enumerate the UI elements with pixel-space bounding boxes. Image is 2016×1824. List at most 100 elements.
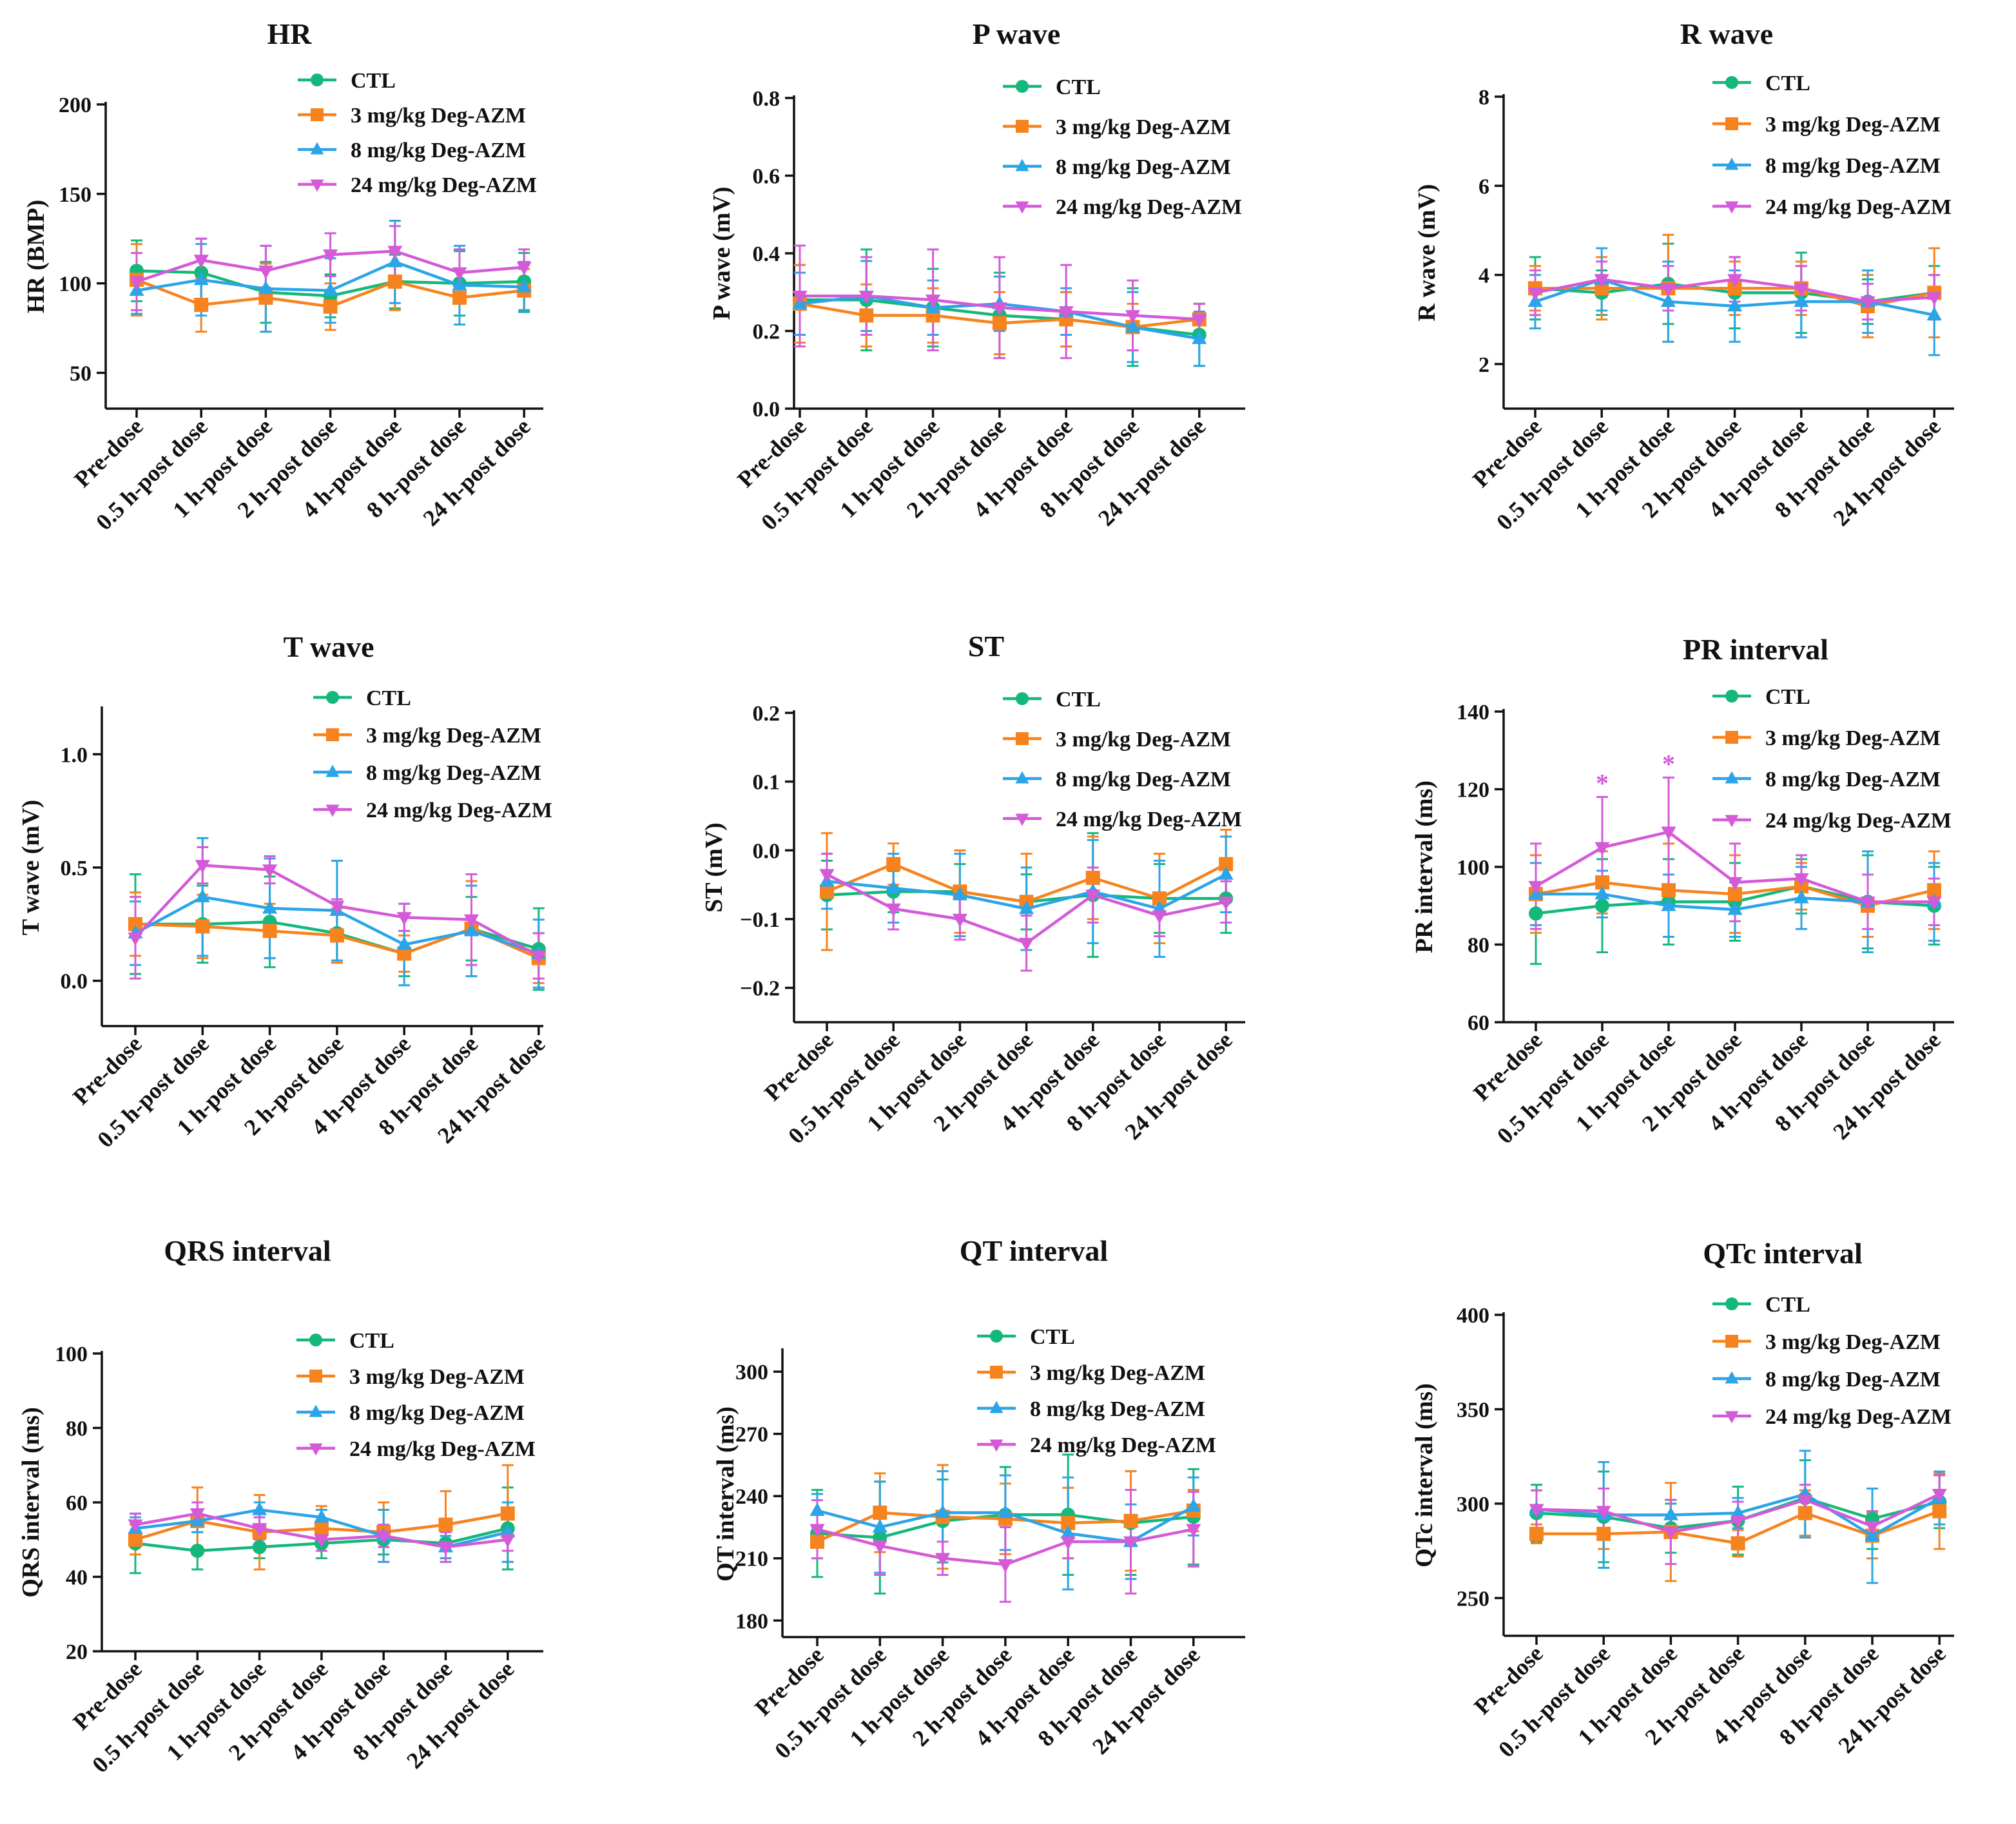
legend-marker — [989, 1401, 1003, 1413]
legend-label: 8 mg/kg Deg-AZM — [1765, 154, 1941, 178]
data-point — [195, 919, 210, 934]
data-point — [809, 1502, 825, 1516]
y-tick-label: 240 — [735, 1485, 768, 1509]
y-tick-label: 0.4 — [753, 242, 780, 266]
data-point — [376, 1530, 391, 1544]
legend-marker — [1725, 117, 1738, 130]
data-point — [397, 946, 412, 961]
data-point — [872, 1540, 887, 1555]
data-point — [1528, 880, 1544, 895]
data-point — [262, 924, 277, 938]
data-point — [1125, 310, 1141, 324]
y-axis-label: T wave (mV) — [17, 800, 44, 935]
legend-label: 3 mg/kg Deg-AZM — [1765, 113, 1941, 137]
legend-label: 8 mg/kg Deg-AZM — [366, 761, 541, 785]
y-tick-label: 8 — [1478, 86, 1489, 110]
legend-label: 24 mg/kg Deg-AZM — [1765, 1405, 1952, 1429]
y-tick-label: 60 — [1468, 1011, 1489, 1035]
legend-label: 8 mg/kg Deg-AZM — [1765, 1368, 1941, 1392]
legend-marker — [310, 142, 324, 155]
y-tick-label: 400 — [1457, 1304, 1489, 1328]
y-tick-label: 80 — [1468, 934, 1489, 958]
data-point — [258, 290, 273, 305]
data-point — [1926, 896, 1942, 910]
data-point — [252, 1501, 267, 1515]
chart-title: R wave — [1680, 17, 1773, 50]
data-point — [1798, 1506, 1812, 1520]
y-tick-label: 50 — [70, 362, 92, 385]
legend-label: 3 mg/kg Deg-AZM — [1765, 726, 1941, 750]
chart-title: HR — [267, 17, 313, 50]
legend-label: 3 mg/kg Deg-AZM — [366, 724, 541, 748]
data-point — [1594, 886, 1610, 900]
data-point — [128, 917, 142, 931]
x-tick-label: 24 h-post dose — [402, 1656, 519, 1773]
y-tick-label: 0.0 — [61, 970, 88, 994]
data-point — [396, 912, 412, 926]
data-point — [1663, 1506, 1678, 1520]
data-point — [516, 262, 532, 276]
data-point — [463, 914, 480, 928]
data-point — [1865, 1520, 1880, 1535]
legend-label: 24 mg/kg Deg-AZM — [351, 173, 537, 197]
data-point — [1661, 897, 1676, 911]
legend-label: CTL — [349, 1329, 394, 1353]
legend-label: 24 mg/kg Deg-AZM — [1056, 195, 1242, 219]
legend-label: 8 mg/kg Deg-AZM — [1030, 1397, 1205, 1421]
data-point — [1019, 938, 1034, 951]
legend-marker — [310, 179, 324, 192]
legend-label: 8 mg/kg Deg-AZM — [1056, 768, 1231, 791]
legend-label: 8 mg/kg Deg-AZM — [351, 139, 526, 162]
data-point — [926, 295, 941, 308]
y-tick-label: 120 — [1457, 779, 1489, 802]
legend-marker — [1016, 80, 1029, 93]
legend-label: 3 mg/kg Deg-AZM — [1056, 115, 1231, 139]
data-point — [952, 887, 967, 900]
y-tick-label: 300 — [735, 1361, 768, 1384]
y-axis-label: PR interval (ms) — [1411, 781, 1438, 953]
data-point — [314, 1534, 329, 1548]
data-point — [886, 903, 901, 917]
legend-marker — [990, 1330, 1003, 1343]
data-point — [1794, 889, 1809, 904]
data-point — [1594, 281, 1609, 296]
data-point — [1660, 283, 1676, 296]
y-tick-label: 180 — [735, 1609, 768, 1633]
legend-label: 3 mg/kg Deg-AZM — [1765, 1330, 1941, 1354]
legend-marker — [1015, 771, 1029, 784]
x-tick-label: 24 h-post dose — [1087, 1642, 1205, 1759]
data-point — [1596, 1506, 1611, 1520]
chart-panel-5: PR interval 60 80 100 120 140 PR interval (ms)… — [1411, 633, 1954, 1149]
data-point — [128, 1519, 143, 1533]
data-point — [819, 869, 835, 883]
data-point — [387, 246, 403, 260]
data-point — [1661, 826, 1676, 840]
legend-label: CTL — [351, 69, 396, 93]
y-axis-label: QT interval (ms) — [712, 1406, 739, 1582]
data-point — [998, 1504, 1013, 1518]
data-point — [1152, 910, 1167, 924]
legend-label: 3 mg/kg Deg-AZM — [1056, 728, 1231, 752]
data-point — [1595, 875, 1609, 890]
data-point — [1123, 1513, 1138, 1528]
data-point — [1926, 307, 1942, 321]
y-axis-label: P wave (mV) — [708, 187, 735, 320]
y-tick-label: 140 — [1457, 701, 1489, 724]
legend-label: 3 mg/kg Deg-AZM — [349, 1365, 525, 1389]
data-point — [886, 880, 901, 894]
y-tick-label: 40 — [66, 1566, 88, 1590]
data-point — [1798, 1494, 1813, 1508]
y-tick-label: 300 — [1457, 1493, 1489, 1517]
legend-label: 8 mg/kg Deg-AZM — [349, 1401, 525, 1425]
data-point — [1727, 298, 1743, 312]
legend-marker — [325, 804, 340, 817]
data-point — [262, 864, 278, 878]
data-point — [1192, 314, 1207, 328]
data-point — [129, 276, 144, 290]
legend-marker — [1725, 1411, 1739, 1424]
data-point — [452, 267, 467, 281]
data-point — [820, 884, 834, 899]
